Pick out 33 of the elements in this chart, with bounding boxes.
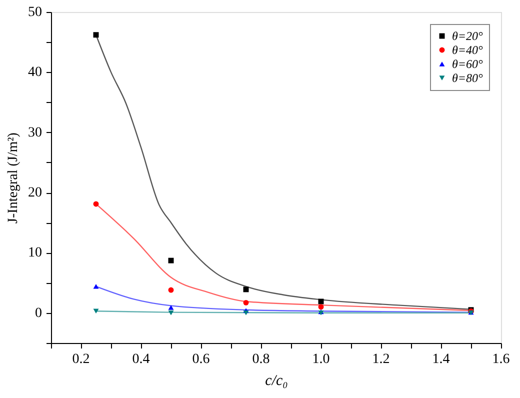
point (168, 258, 174, 264)
point (93, 284, 99, 289)
x-tick-label: 0.8 (252, 352, 270, 367)
y-tick-label: 50 (28, 5, 42, 20)
x-tick-label: 1.6 (492, 352, 510, 367)
point (318, 304, 324, 310)
point (243, 300, 249, 306)
point (168, 310, 174, 316)
y-axis-title: J-Integral (J/m²) (6, 132, 21, 224)
point (243, 286, 249, 292)
x-tick-label: 0.6 (192, 352, 210, 367)
point (93, 201, 99, 207)
y-tick-label: 20 (28, 186, 42, 201)
point (93, 32, 99, 38)
legend-label: θ=20° (452, 29, 483, 43)
point (93, 308, 99, 314)
y-tick-label: 0 (35, 306, 42, 321)
point (243, 310, 249, 316)
point (168, 287, 174, 293)
legend-label: θ=60° (452, 57, 483, 71)
x-tick-label: 1.4 (432, 352, 450, 367)
x-axis-title: c/c₀ (265, 373, 288, 389)
x-tick-label: 1.2 (372, 352, 390, 367)
x-tick-label: 1.0 (312, 352, 330, 367)
x-tick-label: 0.2 (72, 352, 90, 367)
legend-label: θ=40° (452, 43, 483, 57)
point (318, 298, 324, 304)
point (168, 305, 174, 310)
x-tick-label: 0.4 (132, 352, 150, 367)
legend-label: θ=80° (452, 71, 483, 85)
y-tick-label: 30 (28, 125, 42, 140)
y-tick-label: 10 (28, 246, 42, 261)
y-tick-label: 40 (28, 65, 42, 80)
